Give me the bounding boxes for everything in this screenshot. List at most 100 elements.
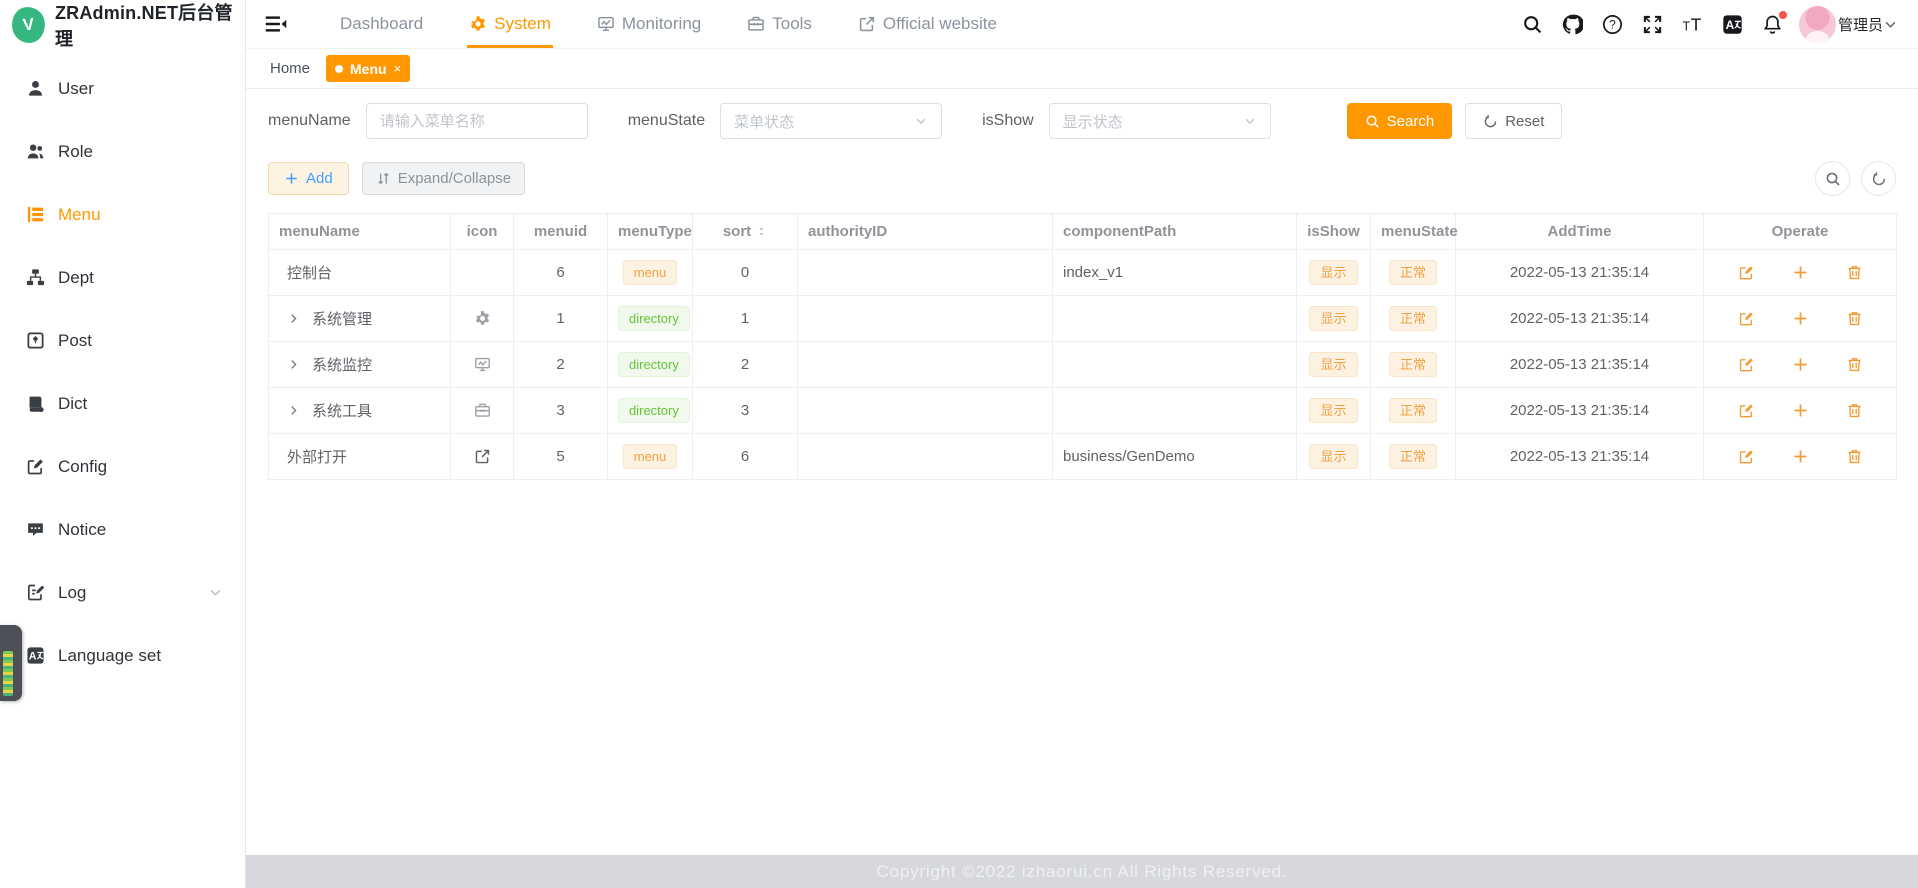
- cell-AddTime: 2022-05-13 21:35:14: [1455, 341, 1704, 388]
- table-toolbar: Add Expand/Collapse: [268, 161, 1896, 196]
- edit-icon[interactable]: [1738, 264, 1755, 281]
- menu-state-select[interactable]: 菜单状态: [720, 103, 943, 139]
- bell-icon[interactable]: [1762, 10, 1787, 35]
- sidebar-item-label: Language set: [58, 645, 162, 665]
- sidebar-item-menu[interactable]: Menu: [0, 183, 245, 246]
- chevron-right-icon[interactable]: [287, 358, 300, 371]
- isShow-tag: 显示: [1309, 260, 1358, 285]
- menu-name-input[interactable]: [365, 103, 588, 139]
- cell-authorityID: [797, 341, 1053, 388]
- cell-componentPath: business/GenDemo: [1052, 433, 1297, 480]
- operate-cell: [1714, 264, 1886, 281]
- language-icon: A: [26, 646, 45, 665]
- cell-AddTime: 2022-05-13 21:35:14: [1455, 249, 1704, 296]
- column-header-sort[interactable]: sort: [692, 213, 798, 250]
- chevron-right-icon[interactable]: [287, 404, 300, 417]
- show-search-button[interactable]: [1815, 161, 1850, 196]
- sidebar-item-config[interactable]: Config: [0, 435, 245, 498]
- delete-icon[interactable]: [1846, 356, 1863, 373]
- fullscreen-icon[interactable]: [1642, 14, 1663, 35]
- delete-icon[interactable]: [1846, 448, 1863, 465]
- cell-menuName: 系统工具: [268, 387, 451, 434]
- delete-icon[interactable]: [1846, 310, 1863, 327]
- delete-icon[interactable]: [1846, 402, 1863, 419]
- sidebar-nav: User Role Menu Dept Post Dict Config Notice Log A…: [0, 49, 245, 687]
- close-icon[interactable]: ×: [393, 61, 402, 76]
- menu-name-cell: 系统管理: [279, 308, 440, 329]
- chevron-right-icon[interactable]: [287, 312, 300, 325]
- cell-Operate: [1703, 433, 1897, 480]
- sidebar-collapse-icon[interactable]: [265, 14, 287, 34]
- sortable-header[interactable]: sort: [723, 223, 767, 240]
- avatar[interactable]: [1798, 5, 1836, 43]
- add-button[interactable]: Add: [268, 162, 349, 195]
- edit-icon[interactable]: [1738, 448, 1755, 465]
- plus-icon[interactable]: [1792, 310, 1809, 327]
- sidebar-item-dict[interactable]: Dict: [0, 372, 245, 435]
- edit-icon[interactable]: [1738, 402, 1755, 419]
- search-icon[interactable]: [1522, 14, 1543, 35]
- cell-isShow: 显示: [1296, 387, 1371, 434]
- nav-item-label: Official website: [882, 14, 997, 33]
- table-row: 外部打开 5 menu 6 business/GenDemo 显示 正常 2022-05-13…: [268, 433, 1897, 480]
- sidebar-item-label: Role: [58, 141, 93, 161]
- sidebar-item-role[interactable]: Role: [0, 120, 245, 183]
- plus-icon[interactable]: [1792, 448, 1809, 465]
- menu-name-text: 控制台: [287, 265, 333, 282]
- plus-icon[interactable]: [1792, 264, 1809, 281]
- cell-sort: 2: [692, 341, 798, 388]
- menuState-tag: 正常: [1388, 444, 1437, 469]
- cell-menuid: 6: [513, 249, 608, 296]
- user-name[interactable]: 管理员: [1837, 16, 1883, 34]
- operate-cell: [1714, 402, 1886, 419]
- refresh-table-button[interactable]: [1861, 161, 1896, 196]
- nav-item-tools[interactable]: Tools: [747, 0, 812, 48]
- nav-item-system[interactable]: System: [467, 0, 553, 48]
- sidebar-item-log[interactable]: Log: [0, 561, 245, 624]
- nav-item-monitoring[interactable]: Monitoring: [597, 0, 701, 48]
- tab-menu[interactable]: Menu ×: [326, 55, 411, 82]
- logo-row[interactable]: V ZRAdmin.NET后台管理: [0, 0, 245, 49]
- extension-overlay-widget[interactable]: [0, 625, 22, 701]
- nav-item-dashboard[interactable]: Dashboard: [340, 0, 423, 48]
- sidebar-item-dept[interactable]: Dept: [0, 246, 245, 309]
- plus-icon[interactable]: [1792, 402, 1809, 419]
- sidebar-item-notice[interactable]: Notice: [0, 498, 245, 561]
- active-dot-icon: [335, 64, 344, 73]
- edit-icon[interactable]: [1738, 356, 1755, 373]
- chevron-down-icon[interactable]: [1883, 17, 1898, 32]
- delete-icon[interactable]: [1846, 264, 1863, 281]
- github-icon[interactable]: [1562, 14, 1583, 35]
- is-show-select[interactable]: 显示状态: [1048, 103, 1271, 139]
- search-button[interactable]: Search: [1346, 103, 1453, 139]
- cell-sort: 1: [692, 295, 798, 342]
- tab-home[interactable]: Home: [270, 60, 311, 77]
- is-show-label: isShow: [982, 112, 1034, 129]
- filter-row: menuName menuState 菜单状态 isShow 显示状态: [268, 103, 1896, 139]
- sidebar-item-user[interactable]: User: [0, 57, 245, 120]
- cell-menuid: 5: [513, 433, 608, 480]
- expand-collapse-button[interactable]: Expand/Collapse: [361, 162, 526, 195]
- sidebar-item-label: Log: [58, 582, 87, 602]
- nav-item-label: Dashboard: [340, 14, 424, 33]
- sort-carets-icon[interactable]: [756, 224, 767, 239]
- chevron-down-icon: [208, 585, 223, 600]
- sidebar-item-label: Config: [58, 456, 108, 476]
- column-header-AddTime: AddTime: [1455, 213, 1704, 250]
- cell-isShow: 显示: [1296, 249, 1371, 296]
- menu-table: menuName icon menuid menuType sort authorityI…: [268, 213, 1897, 480]
- main-column: Dashboard System Monitoring Tools Official w…: [246, 0, 1918, 888]
- cell-menuName: 系统管理: [268, 295, 451, 342]
- notification-badge: [1778, 10, 1787, 19]
- translate-icon[interactable]: A: [1722, 14, 1743, 35]
- edit-icon[interactable]: [1738, 310, 1755, 327]
- plus-icon[interactable]: [1792, 356, 1809, 373]
- sidebar-item-post[interactable]: Post: [0, 309, 245, 372]
- nav-item-official-website[interactable]: Official website: [858, 0, 997, 48]
- cell-Operate: [1703, 341, 1897, 388]
- sidebar-item-language-set[interactable]: A Language set: [0, 624, 245, 687]
- reset-button[interactable]: Reset: [1465, 103, 1563, 139]
- question-icon[interactable]: ?: [1602, 14, 1623, 35]
- column-header-label: sort: [722, 223, 752, 240]
